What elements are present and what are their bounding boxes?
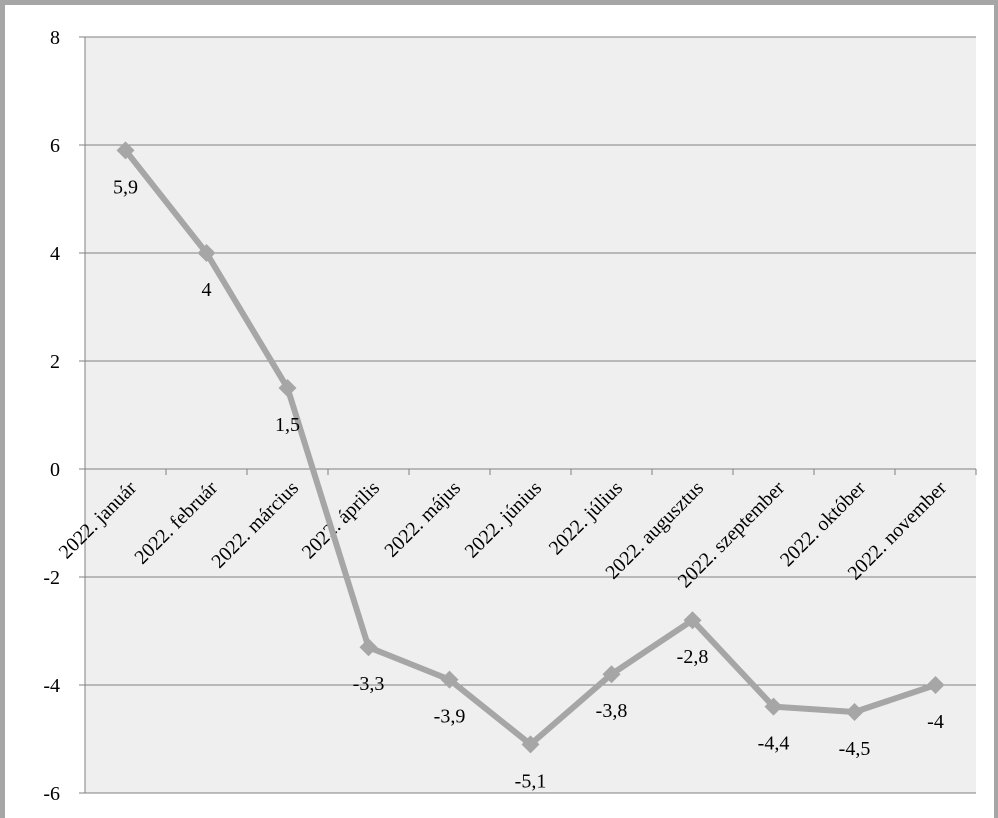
data-label: -3,9 bbox=[434, 706, 466, 728]
data-point-marker bbox=[602, 665, 621, 684]
data-point-marker bbox=[278, 379, 297, 397]
y-tick-label: 8 bbox=[50, 27, 60, 49]
data-labels: 5,9 4 1,5 -3,3 -3,9 -5,1 -3,8 -2,8 -4,4 -4,5 -4 bbox=[113, 176, 944, 792]
data-label: -4,4 bbox=[758, 733, 790, 755]
data-label: 5,9 bbox=[113, 176, 138, 198]
plot-area bbox=[85, 37, 976, 793]
data-label: -4,5 bbox=[839, 738, 871, 760]
data-label: -2,8 bbox=[677, 646, 709, 668]
y-tick-label: 0 bbox=[50, 459, 60, 481]
y-tick-label: 2 bbox=[50, 351, 60, 373]
series bbox=[116, 141, 945, 754]
data-point-marker bbox=[926, 676, 945, 694]
data-label: -5,1 bbox=[515, 770, 547, 792]
data-label: -3,8 bbox=[596, 700, 628, 722]
y-tick-label: -4 bbox=[43, 675, 60, 697]
y-tick-label: 6 bbox=[50, 135, 60, 157]
data-label: -3,3 bbox=[353, 673, 385, 695]
gridlines bbox=[85, 36, 976, 794]
data-point-marker bbox=[440, 670, 459, 689]
data-point-marker bbox=[845, 703, 864, 721]
data-label: 1,5 bbox=[275, 414, 300, 436]
y-tick-label: -6 bbox=[43, 783, 60, 805]
data-label: 4 bbox=[202, 279, 212, 301]
data-point-marker bbox=[197, 244, 216, 262]
data-label: -4 bbox=[927, 711, 944, 733]
data-point-marker bbox=[764, 697, 783, 716]
y-axis: 8 6 4 2 0 -2 -4 -6 bbox=[43, 27, 86, 805]
data-point-marker bbox=[359, 638, 378, 657]
data-point-marker bbox=[521, 735, 540, 754]
y-tick-label: -2 bbox=[43, 567, 60, 589]
data-point-marker bbox=[116, 141, 135, 160]
y-tick-label: 4 bbox=[50, 243, 60, 265]
data-point-marker bbox=[683, 611, 702, 630]
